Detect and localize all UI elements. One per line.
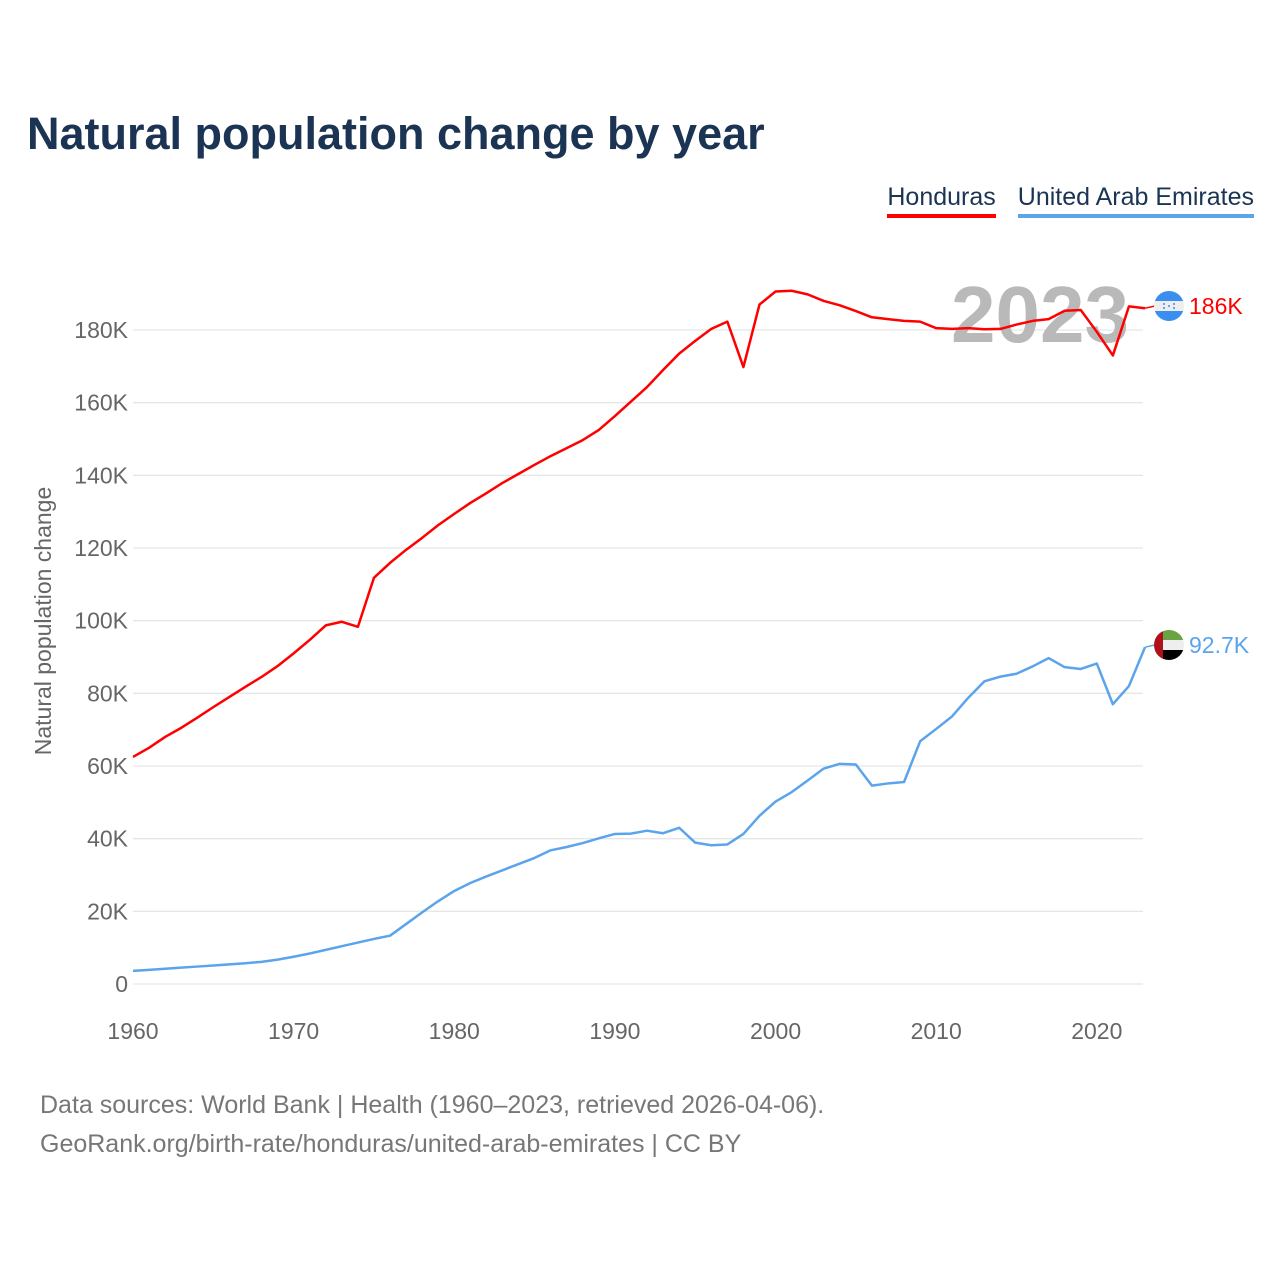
y-tick-label: 60K [87, 753, 129, 779]
end-connector [1144, 644, 1156, 648]
y-tick-label: 20K [87, 898, 129, 924]
x-tick-label: 1990 [589, 1018, 640, 1044]
uae-flag-icon [1154, 630, 1184, 660]
chart-title: Natural population change by year [27, 108, 765, 159]
y-tick-label: 120K [74, 535, 128, 561]
year-watermark: 2023 [951, 270, 1129, 359]
x-tick-label: 1960 [107, 1018, 158, 1044]
end-value-label: 92.7K [1189, 632, 1250, 658]
honduras-flag-icon [1154, 291, 1184, 321]
y-tick-label: 80K [87, 680, 129, 706]
y-tick-label: 180K [74, 317, 128, 343]
y-axis-label: Natural population change [30, 487, 56, 756]
y-tick-label: 40K [87, 826, 129, 852]
legend-item-honduras[interactable]: Honduras [887, 183, 996, 218]
source-link[interactable]: GeoRank.org/birth-rate/honduras/united-a… [40, 1130, 742, 1158]
series-line-honduras [132, 289, 1146, 759]
y-tick-label: 100K [74, 608, 128, 634]
y-tick-label: 0 [115, 971, 128, 997]
x-tick-label: 2010 [911, 1018, 962, 1044]
x-tick-label: 1970 [268, 1018, 319, 1044]
footer: Data sources: World Bank | Health (1960–… [40, 1086, 824, 1164]
y-tick-label: 140K [74, 462, 128, 488]
legend-item-uae[interactable]: United Arab Emirates [1017, 183, 1254, 218]
x-tick-label: 1980 [429, 1018, 480, 1044]
y-tick-label: 160K [74, 390, 128, 416]
legend: Honduras United Arab Emirates [887, 183, 1254, 218]
end-connector [1144, 305, 1156, 309]
data-source-note: Data sources: World Bank | Health (1960–… [40, 1091, 825, 1119]
end-value-label: 186K [1189, 293, 1243, 319]
x-tick-label: 2020 [1071, 1018, 1122, 1044]
x-tick-label: 2000 [750, 1018, 801, 1044]
series-line-uae [132, 646, 1147, 973]
